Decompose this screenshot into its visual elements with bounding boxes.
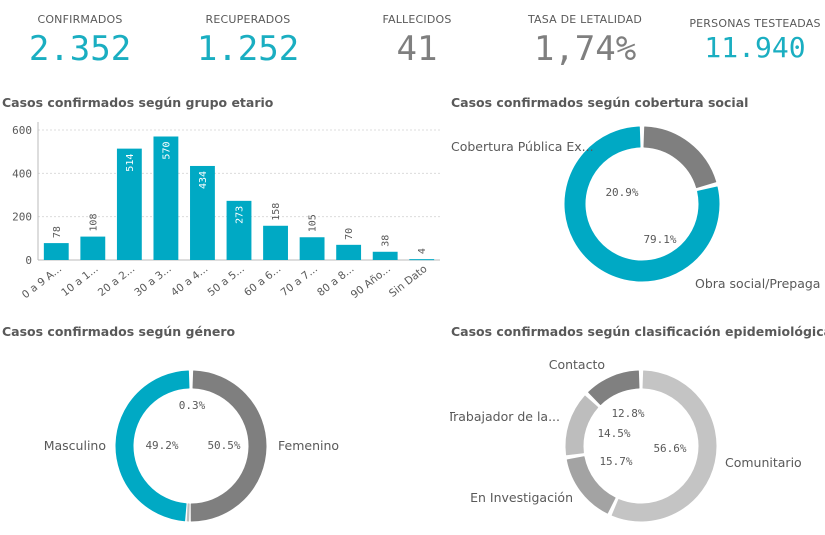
bar[interactable] [153,136,179,261]
gender-donut-chart[interactable]: 0.3% 49.2% 50.5% Masculino Femenino [0,335,445,535]
bar[interactable] [263,225,288,260]
slice-pct-label: 49.2% [145,439,178,452]
slice-pct-label: 12.8% [611,407,644,420]
donut-slice[interactable] [565,395,599,456]
slice-label: Comunitario [725,455,802,470]
bar-value-label: 38 [381,235,392,247]
donut-slice[interactable] [564,126,720,282]
bar[interactable] [80,236,106,260]
kpi-label: FALLECIDOS [382,13,452,26]
kpi-recuperados: RECUPERADOS 1.252 [188,0,308,69]
donut-slice[interactable] [611,370,717,522]
kpi-value: 41 [396,29,438,69]
bar[interactable] [299,237,325,260]
bar-value-label: 158 [271,203,282,221]
kpi-label: TASA DE LETALIDAD [527,13,643,26]
slice-pct-label: 50.5% [207,439,240,452]
kpi-testeadas: PERSONAS TESTEADAS 11.940 [688,0,822,64]
bar[interactable] [190,165,215,260]
slice-pct-label: 56.6% [653,442,686,455]
slice-label: Obra social/Prepaga [695,276,820,291]
slice-label: Masculino [44,438,106,453]
kpi-label: PERSONAS TESTEADAS [689,17,821,30]
x-tick-label: 60 a 6... [242,263,283,299]
age-bar-chart[interactable]: 0 200 400 600 78 0 a 9 A... 108 10 a 1... 514 20 … [0,112,445,312]
x-tick-label: Sin Dato [387,263,430,300]
epi-chart-title: Casos confirmados según clasificación ep… [451,324,825,339]
slice-pct-label: 20.9% [605,186,638,199]
kpi-value: 1,74% [533,29,637,69]
bar[interactable] [336,244,362,260]
slice-label: En Investigación [470,490,573,505]
donut-slice[interactable] [115,370,190,522]
bar[interactable] [409,259,435,261]
kpi-confirmados: CONFIRMADOS 2.352 [20,0,140,69]
bar-value-label: 78 [52,226,63,238]
x-tick-label: 20 a 2... [96,263,137,299]
bar-value-label: 434 [198,171,209,189]
slice-label: Femenino [278,438,339,453]
bar-value-label: 514 [125,154,136,172]
y-tick-label: 600 [12,124,32,137]
bar-value-label: 570 [161,142,172,160]
bar[interactable] [226,200,252,260]
slice-label: Cobertura Pública Ex... [451,139,594,154]
kpi-value: 11.940 [704,31,806,64]
coverage-donut-chart[interactable]: 20.9% 79.1% Cobertura Pública Ex... Obra so… [450,112,824,327]
y-tick-label: 0 [25,254,32,267]
slice-pct-label: 0.3% [179,399,206,412]
x-tick-label: 10 a 1... [59,263,100,299]
slice-pct-label: 14.5% [597,427,630,440]
x-tick-label: 50 a 5... [205,263,246,299]
epi-donut-chart[interactable]: 56.6% 15.7% 14.5% 12.8% Comunitario En Invest… [450,335,824,535]
bar-value-label: 273 [235,206,246,224]
x-tick-label: 30 a 3... [132,263,173,299]
kpi-label: CONFIRMADOS [37,13,123,26]
bar[interactable] [43,243,69,260]
coverage-chart-title: Casos confirmados según cobertura social [451,95,749,110]
donut-slice[interactable] [186,503,190,522]
slice-label: Contacto [549,357,605,372]
kpi-label: RECUPERADOS [205,13,291,26]
kpi-fallecidos: FALLECIDOS 41 [357,0,477,69]
slice-pct-label: 15.7% [599,455,632,468]
slice-pct-label: 79.1% [643,233,676,246]
x-tick-label: 70 a 7... [279,263,320,299]
age-chart-title: Casos confirmados según grupo etario [2,95,274,110]
gender-chart-title: Casos confirmados según género [2,324,236,339]
donut-slice[interactable] [566,456,616,514]
slice-label: Trabajador de la... [450,409,560,424]
y-tick-label: 200 [12,211,32,224]
donut-slice[interactable] [190,370,267,522]
kpi-letalidad: TASA DE LETALIDAD 1,74% [515,0,655,69]
bar-value-label: 105 [308,214,319,232]
x-tick-label: 0 a 9 A... [20,263,64,301]
donut-slice[interactable] [643,126,717,189]
donut-slice[interactable] [588,370,640,405]
x-tick-label: 40 a 4... [169,263,210,299]
bar[interactable] [116,148,142,260]
bar-value-label: 108 [88,214,99,232]
bar-value-label: 4 [417,248,428,254]
y-tick-label: 400 [12,167,32,180]
bar[interactable] [372,251,398,260]
bar-value-label: 70 [344,228,355,240]
kpi-value: 2.352 [28,29,132,69]
x-tick-label: 90 Año... [349,263,393,301]
kpi-value: 1.252 [196,29,300,69]
